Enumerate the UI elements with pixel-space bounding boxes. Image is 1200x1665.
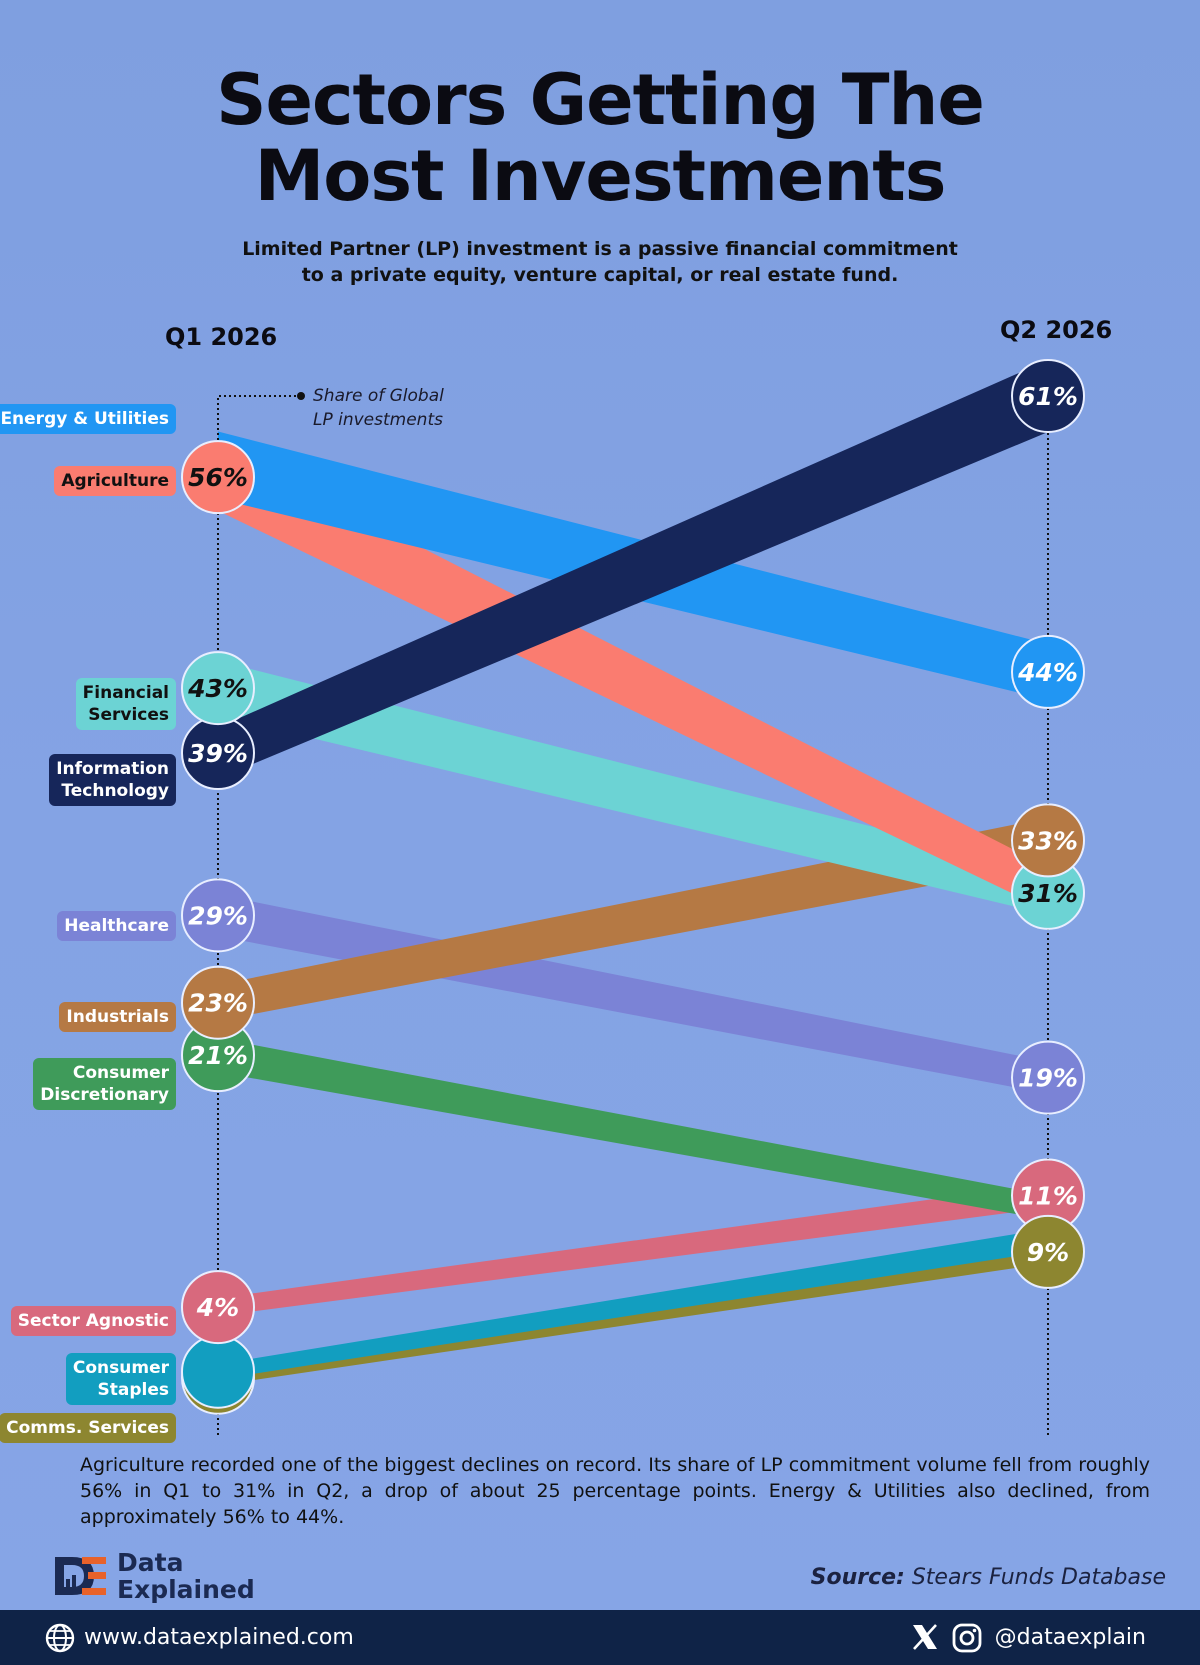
tag-line: Financial <box>82 683 169 703</box>
band-information-technology <box>218 360 1048 779</box>
band-sector-agnostic <box>218 1183 1048 1316</box>
annotation-leader <box>217 395 301 420</box>
band-consumer-staples <box>218 1228 1048 1380</box>
globe-icon <box>45 1623 75 1653</box>
value-label-industrials-q1: 23% <box>188 989 248 1018</box>
value-label-sector-agnostic-q2: 11% <box>1018 1181 1078 1210</box>
band-agriculture <box>218 443 1048 911</box>
tag-line: Energy & Utilities <box>0 409 169 429</box>
tag-line: Discretionary <box>40 1085 169 1105</box>
subtitle-line-1: Limited Partner (LP) investment is a pas… <box>242 238 958 260</box>
marker-information-technology-q2 <box>1011 359 1085 433</box>
source-text: Stears Funds Database <box>911 1565 1166 1590</box>
tag-line: Sector Agnostic <box>17 1311 169 1331</box>
value-label-information-technology-q2: 61% <box>1018 382 1078 411</box>
value-label-financial-services-q2: 31% <box>1018 879 1078 908</box>
value-label-healthcare-q2: 19% <box>1018 1064 1078 1093</box>
band-industrials <box>218 817 1048 1021</box>
summary-note: Agriculture recorded one of the biggest … <box>80 1454 1150 1528</box>
q1-column-header: Q1 2026 <box>165 323 278 351</box>
tag-industrials: Industrials <box>59 1002 176 1032</box>
tag-information-technology: Information Technology <box>49 754 176 806</box>
annotation-line-2: LP investments <box>313 410 443 430</box>
value-label-agriculture-q1: 56% <box>188 463 248 492</box>
value-label-information-technology-q1: 39% <box>188 739 248 768</box>
value-label-comms-services-q2: 9% <box>1027 1238 1069 1267</box>
title-line-1: Sectors Getting The <box>216 59 985 141</box>
social-handle[interactable]: @dataexplain <box>994 1625 1146 1650</box>
value-label-sector-agnostic-q1: 4% <box>196 1293 239 1322</box>
brand-logo <box>55 1557 106 1595</box>
tag-energy-utilities: Energy & Utilities <box>0 404 176 434</box>
value-label-consumer-discretionary-q1: 21% <box>188 1041 248 1070</box>
subtitle: Limited Partner (LP) investment is a pas… <box>0 236 1200 288</box>
page-title: Sectors Getting The Most Investments <box>0 62 1200 214</box>
slope-chart: Share of Global LP investments 1%4%21%23… <box>181 359 1085 1436</box>
tag-healthcare: Healthcare <box>57 911 176 941</box>
value-label-healthcare-q1: 29% <box>188 901 248 930</box>
annotation-line-1: Share of Global <box>313 386 444 406</box>
value-label-energy-utilities-q2: 44% <box>1017 658 1078 687</box>
marker-agriculture-q1 <box>181 440 255 515</box>
brand-line-1: Data <box>117 1548 184 1577</box>
value-label-industrials-q2: 33% <box>1018 826 1078 855</box>
subtitle-line-2: to a private equity, venture capital, or… <box>301 264 899 286</box>
marker-healthcare-q1 <box>181 878 255 953</box>
marker-financial-services-q1 <box>181 651 255 726</box>
marker-energy-utilities-q2 <box>1011 634 1085 709</box>
tag-line: Comms. Services <box>6 1418 169 1438</box>
tag-agriculture: Agriculture <box>54 466 176 496</box>
tag-sector-agnostic: Sector Agnostic <box>10 1306 176 1336</box>
brand-line-2: Explained <box>117 1575 255 1604</box>
tag-consumer-discretionary: Consumer Discretionary <box>33 1058 176 1110</box>
tag-line: Industrials <box>66 1007 169 1027</box>
marker-industrials-q2 <box>1011 803 1085 878</box>
brand-name: Data Explained <box>117 1549 255 1603</box>
tag-comms-services: Comms. Services <box>0 1413 176 1443</box>
series-bands <box>218 360 1048 1386</box>
band-consumer-discretionary <box>218 1038 1048 1220</box>
tag-line: Staples <box>97 1380 170 1400</box>
tag-line: Information <box>56 759 169 779</box>
marker-healthcare-q2 <box>1011 1040 1085 1115</box>
instagram-icon[interactable] <box>951 1622 983 1654</box>
annotation-dot <box>297 392 305 400</box>
tag-line: Consumer <box>72 1358 169 1378</box>
tag-line: Services <box>88 705 169 725</box>
band-financial-services <box>218 660 1048 915</box>
tag-line: Consumer <box>72 1063 169 1083</box>
marker-consumer-staples-q1 <box>181 1334 255 1409</box>
marker-sector-agnostic-q1 <box>181 1270 255 1345</box>
tag-line: Agriculture <box>61 471 169 491</box>
tag-line: Technology <box>61 781 169 801</box>
tag-line: Healthcare <box>64 916 169 936</box>
value-markers: 1%4%21%23%29%39%43%56%11%9%19%31%33%44%6… <box>181 359 1085 1415</box>
value-label-financial-services-q1: 43% <box>187 674 248 703</box>
footer-bar: www.dataexplained.com @dataexplain <box>0 1610 1200 1665</box>
marker-industrials-q1 <box>181 965 255 1040</box>
source-label: Source: <box>810 1565 905 1590</box>
tag-consumer-staples: Consumer Staples <box>65 1353 176 1405</box>
title-line-2: Most Investments <box>254 135 947 217</box>
x-icon[interactable] <box>910 1622 940 1652</box>
q2-column-header: Q2 2026 <box>1000 316 1113 344</box>
tag-financial-services: Financial Services <box>75 678 176 730</box>
source-credit: Source: Stears Funds Database <box>811 1565 1166 1590</box>
marker-comms-services-q2 <box>1011 1214 1085 1289</box>
website-link[interactable]: www.dataexplained.com <box>84 1625 354 1650</box>
